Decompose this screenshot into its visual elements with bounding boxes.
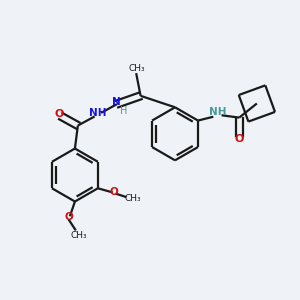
Text: O: O [235,134,244,144]
Text: NH: NH [89,109,106,118]
Text: CH₃: CH₃ [128,64,145,73]
Text: CH₃: CH₃ [70,231,87,240]
Text: H: H [120,106,127,116]
Text: O: O [55,109,64,119]
Text: N: N [112,97,121,107]
Text: O: O [64,212,73,222]
Text: NH: NH [209,107,226,117]
Text: CH₃: CH₃ [124,194,141,203]
Text: O: O [110,187,118,197]
